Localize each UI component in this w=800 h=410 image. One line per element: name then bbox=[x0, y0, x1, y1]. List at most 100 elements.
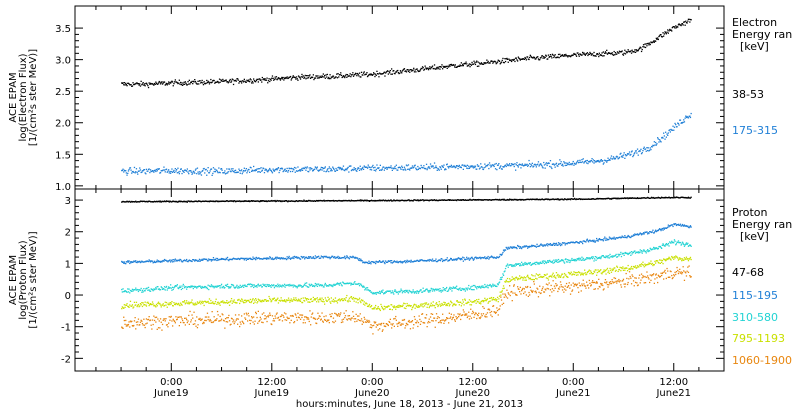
data-point bbox=[403, 200, 405, 202]
data-point bbox=[278, 286, 280, 288]
data-point bbox=[143, 84, 145, 86]
data-point bbox=[420, 289, 422, 291]
data-point bbox=[411, 199, 413, 202]
data-point bbox=[208, 200, 210, 202]
data-point bbox=[196, 259, 198, 261]
data-point bbox=[189, 83, 191, 85]
data-point bbox=[367, 200, 369, 202]
data-point bbox=[606, 161, 608, 163]
data-point bbox=[289, 301, 291, 303]
data-point bbox=[530, 163, 532, 166]
data-point bbox=[509, 247, 511, 249]
data-point bbox=[502, 251, 504, 254]
data-point bbox=[640, 233, 642, 235]
data-point bbox=[422, 199, 424, 201]
data-point bbox=[549, 243, 552, 245]
data-point bbox=[519, 265, 521, 267]
data-point bbox=[562, 55, 564, 57]
data-point bbox=[612, 156, 615, 158]
data-point bbox=[188, 286, 190, 288]
data-point bbox=[315, 257, 317, 259]
data-point bbox=[204, 300, 207, 303]
data-point bbox=[437, 289, 440, 291]
data-point bbox=[392, 261, 394, 264]
data-point bbox=[269, 297, 271, 300]
data-point bbox=[185, 286, 187, 288]
data-point bbox=[269, 78, 272, 80]
data-point bbox=[417, 69, 419, 72]
data-point bbox=[190, 200, 192, 202]
data-point bbox=[236, 302, 238, 304]
data-point bbox=[621, 155, 623, 157]
data-point bbox=[564, 55, 566, 57]
data-point bbox=[200, 303, 202, 305]
data-point bbox=[602, 51, 604, 53]
data-point bbox=[149, 261, 152, 263]
data-point bbox=[275, 285, 277, 287]
data-point bbox=[389, 199, 391, 201]
data-point bbox=[141, 84, 143, 86]
data-point bbox=[251, 258, 253, 261]
data-point bbox=[326, 300, 328, 302]
data-point bbox=[346, 282, 349, 284]
data-point bbox=[313, 299, 315, 301]
data-point bbox=[585, 258, 587, 260]
data-point bbox=[253, 286, 255, 289]
data-point bbox=[179, 304, 181, 307]
data-point bbox=[230, 298, 233, 300]
data-point bbox=[178, 259, 180, 261]
data-point bbox=[146, 302, 148, 304]
data-point bbox=[291, 257, 294, 259]
data-point bbox=[268, 78, 270, 80]
data-point bbox=[360, 169, 363, 171]
y-tick-label: 2.5 bbox=[55, 87, 71, 98]
data-point bbox=[340, 169, 343, 171]
data-point bbox=[184, 259, 186, 261]
data-point bbox=[202, 286, 205, 288]
data-point bbox=[287, 299, 289, 301]
data-point bbox=[484, 283, 486, 286]
series-points bbox=[121, 196, 692, 203]
data-point bbox=[201, 285, 203, 288]
data-point bbox=[668, 30, 670, 32]
data-point bbox=[568, 259, 570, 262]
data-point bbox=[678, 242, 680, 244]
data-point bbox=[557, 242, 560, 244]
data-point bbox=[409, 260, 411, 262]
data-point bbox=[549, 54, 552, 56]
data-point bbox=[276, 256, 278, 258]
data-point bbox=[356, 257, 359, 259]
data-point bbox=[328, 170, 330, 173]
data-point bbox=[239, 200, 241, 203]
data-point bbox=[465, 165, 467, 167]
data-point bbox=[444, 168, 446, 170]
data-point bbox=[512, 265, 514, 268]
data-point bbox=[236, 258, 238, 260]
data-point bbox=[536, 56, 538, 58]
data-point bbox=[191, 299, 193, 301]
data-point bbox=[255, 200, 257, 202]
data-point bbox=[197, 200, 199, 203]
data-point bbox=[435, 67, 438, 69]
data-point bbox=[147, 286, 150, 289]
data-point bbox=[357, 258, 359, 260]
data-point bbox=[679, 197, 681, 199]
data-point bbox=[625, 155, 627, 157]
data-point bbox=[308, 298, 310, 300]
data-point bbox=[517, 56, 519, 58]
data-point bbox=[320, 168, 322, 170]
data-point bbox=[405, 200, 407, 202]
data-point bbox=[429, 291, 431, 293]
data-point bbox=[247, 258, 249, 260]
data-point bbox=[417, 260, 420, 262]
data-point bbox=[594, 198, 596, 200]
data-point bbox=[301, 257, 304, 259]
data-point bbox=[373, 293, 375, 295]
data-point bbox=[168, 172, 170, 174]
data-point bbox=[239, 302, 241, 305]
data-point bbox=[243, 78, 245, 80]
data-point bbox=[386, 306, 388, 308]
data-point bbox=[154, 169, 156, 171]
data-point bbox=[458, 301, 460, 303]
data-point bbox=[470, 286, 472, 288]
